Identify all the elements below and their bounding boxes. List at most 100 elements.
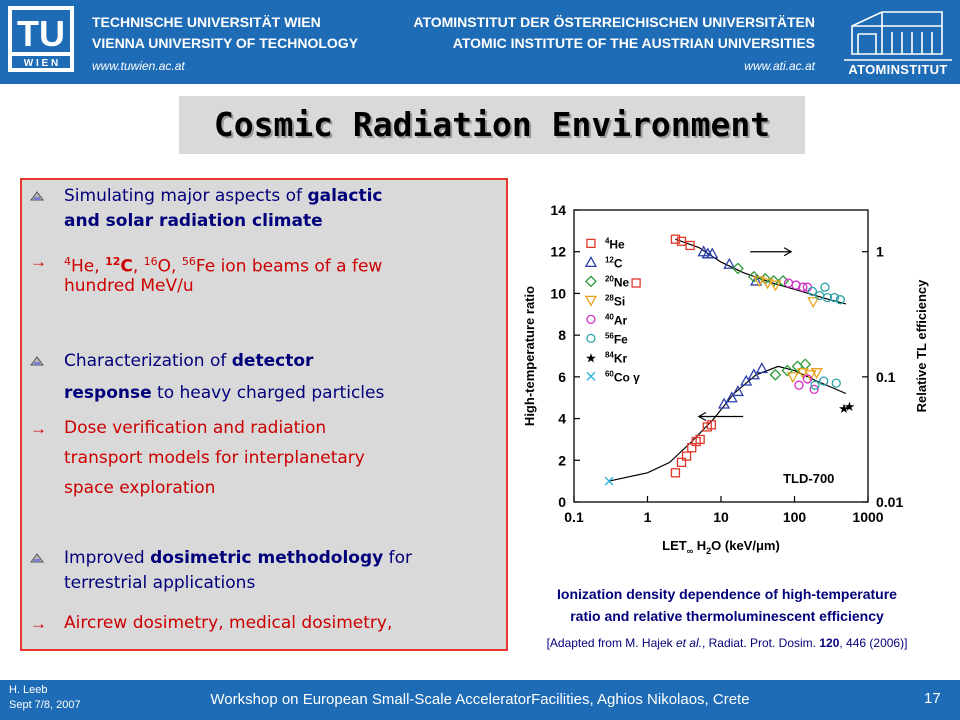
efficiency-point-si: [796, 368, 809, 380]
y-tick-label: 4: [558, 411, 566, 427]
ratio-point-fe: [822, 292, 833, 303]
ratio-point-fe: [807, 286, 818, 296]
y2-tick-label: 1: [876, 244, 884, 260]
header-bar: TU W I E N TECHNISCHE UNIVERSITÄT WIEN V…: [0, 0, 960, 84]
ratio-point-ne: [732, 262, 744, 275]
arrow-1-line-1: 4He, 12C, 16O, 56Fe ion beams of a few: [64, 255, 383, 277]
efficiency-point-he: [706, 420, 717, 430]
ratio-point-c: [706, 247, 719, 259]
data-points: ★★: [604, 234, 856, 486]
ratio-point-si: [769, 280, 782, 292]
arrow-2-line-1: Dose verification and radiation: [64, 418, 327, 438]
efficiency-fit-curve: [608, 365, 847, 482]
x-tick-label: 1: [644, 509, 652, 525]
arrow-2-icon: →: [30, 419, 47, 438]
right-arrow-icon: [750, 247, 793, 257]
chart-annotation: TLD-700: [783, 471, 834, 486]
efficiency-point-kr: ★: [844, 400, 856, 415]
tu-url: www.tuwien.ac.at: [92, 59, 185, 73]
tu-logo-text: TU: [17, 13, 65, 54]
footer-event: Workshop on European Small-Scale Acceler…: [210, 691, 750, 708]
ratio-point-ne: [747, 270, 760, 283]
ratio-point-si: [753, 276, 766, 288]
ratio-point-ar: [798, 282, 808, 292]
figure-caption: Ionization density dependence of high-te…: [512, 583, 942, 627]
bullet-ornament-icon: [30, 191, 44, 201]
legend-marker: ★: [585, 351, 597, 366]
y2-axis-label: Relative TL efficiency: [914, 279, 929, 412]
x-tick-label: 1000: [852, 509, 883, 525]
ratio-point-he: [631, 278, 641, 288]
efficiency-point-he: [681, 451, 692, 461]
ati-url: www.ati.ac.at: [744, 59, 815, 73]
efficiency-point-he: [695, 434, 705, 445]
author-date: Sept 7/8, 2007: [9, 699, 81, 711]
caption-line-2: ratio and relative thermoluminescent eff…: [570, 608, 884, 624]
arrow-2-line-3: space exploration: [64, 478, 216, 498]
tu-logo-wien: W I E N: [24, 58, 58, 69]
legend-marker: [585, 275, 597, 288]
ati-name-de: ATOMINSTITUT DER ÖSTERREICHISCHEN UNIVER…: [413, 14, 815, 30]
legend-marker: [586, 371, 596, 381]
x-tick-label: 0.1: [564, 509, 584, 525]
efficiency-point-ar: [794, 380, 804, 390]
efficiency-point-c: [740, 374, 753, 386]
atominstitut-building-icon: [844, 11, 952, 61]
ratio-point-fe: [835, 295, 845, 305]
ratio-point-fe: [820, 282, 830, 292]
legend-label: 56Fe: [605, 331, 628, 346]
ratio-point-he: [685, 240, 695, 251]
x-axis-ticks: 0.1 1 10 100 1000: [564, 496, 884, 525]
bullet-1-line-2: and solar radiation climate: [64, 211, 323, 231]
legend-label: 4He: [605, 236, 625, 251]
arrow-1-icon: →: [30, 252, 47, 271]
ratio-point-c: [723, 257, 736, 269]
slide-title: Cosmic Radiation Environment: [213, 105, 771, 144]
author-name: H. Leeb: [9, 684, 48, 696]
efficiency-point-he: [676, 457, 687, 468]
x-axis-label: LET∞ H2O (keV/μm): [662, 538, 780, 556]
efficiency-point-fe: [810, 380, 820, 390]
y-tick-label: 0: [558, 494, 566, 510]
bullet-ornament-icon: [30, 553, 44, 563]
efficiency-point-c: [725, 391, 738, 403]
y-tick-label: 12: [550, 244, 566, 260]
efficiency-point-ne: [769, 368, 782, 381]
legend-marker: [584, 256, 598, 268]
efficiency-point-ar: [809, 384, 819, 395]
footer-bar: H. Leeb Sept 7/8, 2007 Workshop on Europ…: [0, 680, 960, 720]
y-tick-label: 8: [558, 327, 566, 343]
footer-author: H. Leeb Sept 7/8, 2007: [9, 683, 81, 713]
efficiency-point-si: [810, 368, 823, 380]
arrow-1-line-2: hundred MeV/u: [64, 276, 194, 296]
bullet-2-line-2: response to heavy charged particles: [64, 383, 385, 403]
bullet-3-line-2: terrestrial applications: [64, 573, 256, 593]
y2-tick-label: 0.01: [876, 494, 903, 510]
ratio-point-si: [761, 278, 774, 290]
tu-name-en: VIENNA UNIVERSITY OF TECHNOLOGY: [92, 35, 359, 51]
legend-label: 12C: [605, 255, 623, 270]
legend-label: 84Kr: [605, 350, 628, 365]
x-tick-label: 100: [783, 509, 807, 525]
arrow-3-icon: →: [30, 614, 47, 633]
ratio-fit-curve: [675, 238, 847, 305]
caption-line-1: Ionization density dependence of high-te…: [557, 586, 897, 602]
y-tick-label: 14: [550, 202, 566, 218]
efficiency-point-he: [670, 468, 681, 478]
y-axis-label: High-temperature ratio: [522, 286, 537, 426]
atominstitut-logo-label: ATOMINSTITUT: [848, 62, 948, 77]
ratio-point-ar: [791, 280, 801, 290]
bullet-panel: [20, 178, 508, 651]
figure-reference: [Adapted from M. Hajek et al., Radiat. P…: [546, 636, 908, 650]
legend-marker: [584, 295, 598, 307]
efficiency-point-ar: [802, 374, 813, 384]
efficiency-point-ne: [799, 358, 812, 371]
bullet-2-line-1: Characterization of detector: [64, 351, 314, 371]
efficiency-point-c: [755, 362, 768, 374]
tu-wien-logo: TU W I E N: [8, 6, 74, 72]
chart-legend: 4He 12C 20Ne 28Si 40Ar 56Fe ★ 84Kr 60Co γ: [584, 236, 640, 384]
efficiency-point-co: [604, 476, 614, 486]
x-tick-label: 10: [713, 509, 729, 525]
bullet-1-line-1: Simulating major aspects of galactic: [64, 186, 383, 206]
legend-marker: [586, 314, 596, 325]
